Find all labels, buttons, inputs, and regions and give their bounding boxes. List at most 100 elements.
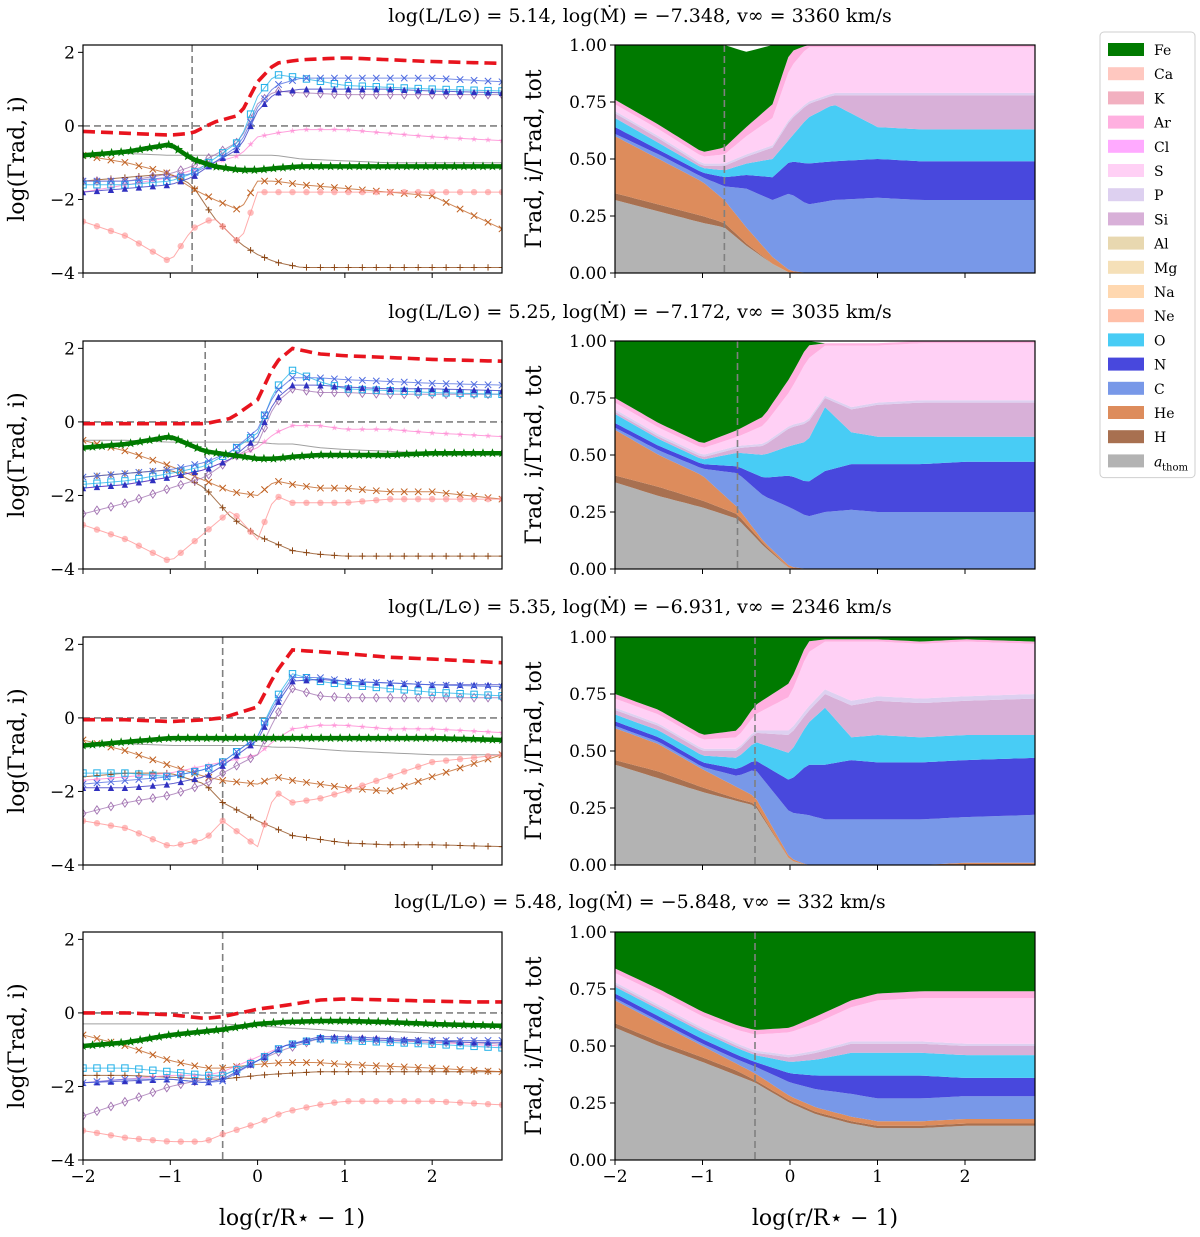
marker-C bbox=[177, 770, 185, 779]
marker-H bbox=[484, 843, 492, 850]
area-a_thom bbox=[615, 200, 1035, 273]
marker-N bbox=[401, 86, 408, 93]
marker-H bbox=[387, 264, 394, 271]
marker-C bbox=[428, 1036, 436, 1045]
marker-N bbox=[470, 88, 478, 96]
marker-N bbox=[163, 474, 170, 481]
xtick-label: −2 bbox=[70, 1167, 95, 1187]
marker-Fe bbox=[459, 1019, 469, 1029]
marker-N bbox=[135, 184, 143, 191]
marker-N bbox=[121, 1077, 129, 1085]
marker-Ne bbox=[387, 188, 394, 196]
marker-O bbox=[191, 767, 199, 776]
legend-swatch bbox=[1108, 285, 1144, 298]
marker-Ne bbox=[359, 782, 366, 789]
marker-H bbox=[415, 841, 422, 848]
marker-Fe bbox=[440, 1019, 450, 1029]
marker-C bbox=[302, 673, 311, 682]
series-total bbox=[83, 56, 502, 137]
marker-Fe bbox=[154, 734, 164, 744]
marker-Ne bbox=[93, 526, 101, 533]
marker-O bbox=[274, 381, 283, 389]
area-Fe bbox=[615, 932, 1035, 1030]
marker-Fe bbox=[411, 733, 422, 743]
legend-label: Fe bbox=[1154, 43, 1171, 59]
marker-Ne bbox=[303, 1104, 310, 1111]
legend-label: H bbox=[1154, 430, 1166, 446]
marker-S bbox=[163, 1072, 170, 1079]
marker-H bbox=[331, 552, 338, 559]
marker-Si bbox=[163, 484, 171, 495]
marker-C bbox=[163, 1075, 171, 1083]
marker-N bbox=[83, 484, 87, 492]
line-total bbox=[83, 56, 502, 137]
marker-S bbox=[415, 428, 422, 435]
marker-Fe bbox=[487, 1020, 498, 1030]
area-He bbox=[615, 136, 1035, 273]
marker-C bbox=[107, 177, 115, 185]
ytick-label: 0.50 bbox=[569, 150, 607, 170]
marker-Ne bbox=[121, 824, 129, 832]
marker-S bbox=[317, 721, 324, 728]
marker-Fe bbox=[125, 438, 136, 448]
marker-H bbox=[317, 836, 324, 843]
marker-Fe bbox=[449, 161, 460, 171]
marker-He bbox=[484, 218, 492, 226]
marker-C bbox=[205, 457, 213, 465]
marker-Si bbox=[135, 493, 143, 504]
marker-C bbox=[149, 467, 157, 475]
marker-N bbox=[261, 100, 268, 108]
marker-Fe bbox=[221, 733, 231, 743]
marker-N bbox=[163, 781, 170, 788]
marker-Si bbox=[219, 768, 227, 779]
marker-Ne bbox=[247, 1122, 254, 1129]
marker-Ne bbox=[289, 1107, 296, 1114]
marker-He bbox=[219, 776, 227, 784]
marker-Ne bbox=[484, 188, 492, 196]
marker-Ne bbox=[401, 1097, 408, 1105]
legend-entry-Si: Si bbox=[1108, 212, 1169, 228]
marker-C bbox=[107, 1076, 115, 1084]
marker-C bbox=[386, 74, 394, 82]
marker-Fe bbox=[83, 150, 88, 160]
marker-Fe bbox=[287, 451, 298, 461]
marker-Fe bbox=[497, 1020, 502, 1030]
marker-Fe bbox=[440, 161, 450, 171]
marker-He bbox=[330, 1060, 338, 1068]
marker-He bbox=[233, 488, 241, 497]
marker-C bbox=[358, 1035, 366, 1043]
marker-H bbox=[345, 839, 352, 847]
marker-Fe bbox=[116, 147, 126, 157]
marker-He bbox=[372, 1062, 380, 1070]
marker-C bbox=[135, 468, 143, 476]
right-ylabel: Γrad, i/Γrad, tot bbox=[522, 956, 547, 1135]
marker-H bbox=[275, 259, 282, 266]
marker-Ne bbox=[415, 495, 422, 503]
marker-Fe bbox=[192, 155, 202, 165]
marker-Si bbox=[344, 387, 352, 398]
marker-Ne bbox=[219, 817, 226, 825]
marker-He bbox=[93, 1034, 101, 1043]
area-panel: 1.00 0.75 0.50 0.25 0.00 Γrad, i/Γrad, tot bbox=[522, 628, 1036, 876]
marker-C bbox=[233, 143, 241, 151]
marker-C bbox=[400, 74, 408, 82]
marker-S bbox=[317, 422, 324, 429]
marker-He bbox=[302, 181, 311, 189]
marker-N bbox=[442, 88, 450, 95]
marker-Fe bbox=[335, 1016, 345, 1025]
marker-C bbox=[261, 1053, 269, 1061]
marker-Ne bbox=[191, 224, 198, 231]
marker-S bbox=[261, 745, 268, 752]
marker-O bbox=[107, 1064, 115, 1072]
series-Fe bbox=[83, 431, 502, 463]
marker-Fe bbox=[97, 1039, 107, 1049]
marker-Ne bbox=[261, 188, 268, 196]
marker-Fe bbox=[487, 448, 498, 458]
legend-label: C bbox=[1154, 382, 1165, 398]
marker-He bbox=[149, 756, 157, 764]
marker-C bbox=[456, 76, 464, 84]
marker-Fe bbox=[344, 450, 355, 459]
marker-S bbox=[373, 128, 380, 135]
marker-Fe bbox=[183, 733, 193, 743]
legend-label: O bbox=[1154, 333, 1165, 349]
